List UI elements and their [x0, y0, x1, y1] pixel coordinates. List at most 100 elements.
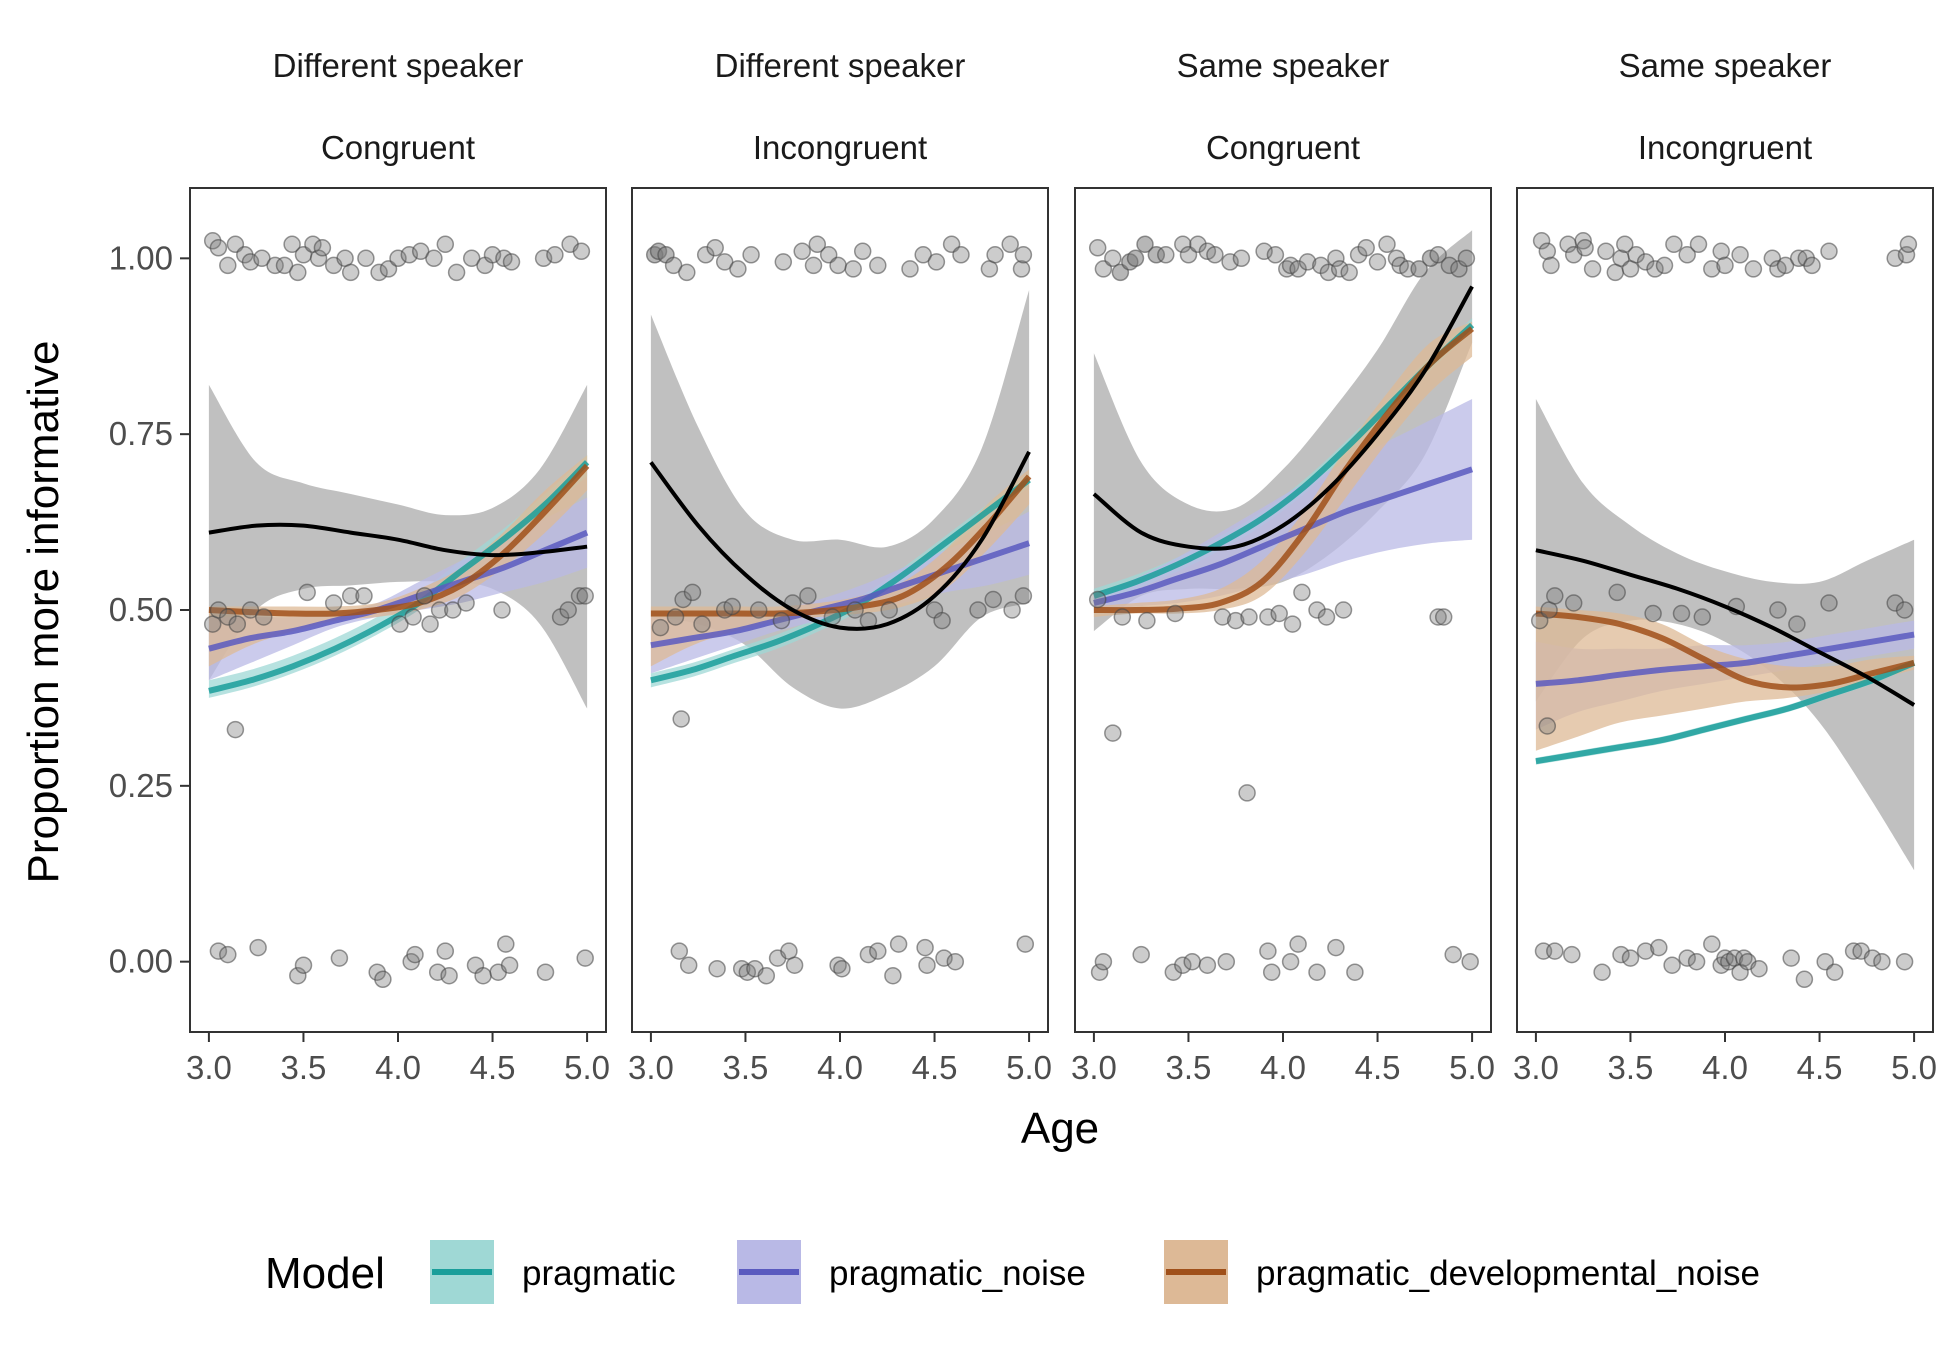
- data-point: [425, 249, 443, 268]
- data-point: [1189, 235, 1207, 254]
- data-point: [228, 615, 247, 633]
- data-point: [1164, 963, 1183, 981]
- legend-label-pragmatic-developmental-noise: pragmatic_developmental_noise: [1256, 1254, 1760, 1293]
- data-point: [1174, 956, 1192, 974]
- data-point: [969, 601, 987, 619]
- data-point: [209, 239, 228, 257]
- x-tick-label: 3.0: [1513, 1049, 1559, 1086]
- data-point: [952, 246, 970, 264]
- data-point: [1538, 717, 1557, 735]
- data-point: [1138, 611, 1156, 630]
- data-point: [1583, 260, 1602, 278]
- data-point: [1094, 952, 1113, 971]
- data-point: [266, 256, 284, 275]
- data-point: [651, 618, 670, 637]
- empirical-fit-line: [1535, 548, 1916, 707]
- data-point: [1574, 232, 1592, 250]
- data-point: [415, 587, 434, 605]
- y-tick-label: 0.00: [109, 943, 173, 980]
- data-point: [1763, 249, 1782, 268]
- data-point: [370, 263, 388, 282]
- legend-label-pragmatic: pragmatic: [522, 1254, 676, 1293]
- data-point: [1088, 239, 1107, 257]
- data-point: [1744, 260, 1763, 278]
- facet-panel-4: Same speaker Incongruent 3.0 3.5 4.0 4.5 5.0: [1513, 47, 1937, 1086]
- data-point: [833, 959, 851, 978]
- facet-strip-bottom-label: Congruent: [321, 129, 475, 166]
- data-point: [869, 256, 887, 275]
- data-point: [209, 942, 228, 960]
- data-point: [1776, 256, 1795, 275]
- legend-item-pragmatic: pragmatic: [430, 1240, 676, 1304]
- data-point: [294, 956, 313, 974]
- data-point: [693, 615, 711, 633]
- model-ribbon-pragmatic-noise: [208, 497, 588, 681]
- x-tick-label: 4.5: [1797, 1049, 1843, 1086]
- data-point: [1795, 970, 1814, 989]
- x-tick-label: 3.0: [186, 1049, 232, 1086]
- data-point: [984, 590, 1002, 609]
- data-point: [986, 246, 1004, 264]
- data-point: [1689, 235, 1708, 254]
- data-point: [1461, 952, 1479, 971]
- data-point: [1650, 938, 1668, 957]
- empirical-confidence-ribbon: [1093, 230, 1473, 632]
- data-point: [1457, 249, 1476, 268]
- data-point: [785, 956, 804, 974]
- data-point: [1886, 594, 1904, 612]
- data-point: [493, 601, 511, 619]
- y-tick-label: 0.50: [109, 591, 173, 628]
- data-point: [1259, 942, 1277, 960]
- empirical-confidence-ribbon: [1535, 399, 1915, 871]
- data-point: [880, 601, 898, 619]
- data-point: [283, 235, 301, 254]
- data-point: [1782, 949, 1800, 967]
- x-tick-label: 3.5: [723, 1049, 769, 1086]
- data-point: [1429, 608, 1447, 626]
- model-line-pragmatic-noise: [1535, 631, 1915, 687]
- data-point: [666, 608, 685, 626]
- data-point: [1012, 260, 1031, 278]
- facet-strip-top-label: Different speaker: [715, 47, 966, 84]
- data-point: [1016, 935, 1035, 953]
- data-point: [946, 952, 965, 971]
- data-point: [1703, 260, 1721, 278]
- data-point: [1334, 601, 1353, 619]
- data-point: [1769, 601, 1787, 619]
- data-point: [1616, 235, 1634, 254]
- data-point: [1327, 938, 1345, 957]
- data-point: [572, 242, 591, 261]
- facet-panels: Different speaker Congruent 3.0 3.5 4.0 4.5 5.…: [109, 47, 1937, 1086]
- data-point: [916, 938, 934, 957]
- data-point: [674, 590, 692, 609]
- data-point: [1434, 608, 1453, 626]
- data-point: [474, 966, 492, 985]
- data-point: [253, 249, 271, 268]
- model-line-pragmatic-developmental-noise: [650, 474, 1032, 617]
- model-ribbon-pragmatic-noise: [650, 511, 1030, 674]
- data-point: [226, 720, 245, 739]
- data-point: [1283, 615, 1302, 633]
- data-point: [324, 594, 343, 612]
- data-point: [1546, 942, 1564, 960]
- data-point: [918, 956, 936, 974]
- empirical-confidence-ribbon: [208, 384, 588, 709]
- data-point: [1563, 945, 1581, 964]
- y-tick-label: 1.00: [109, 239, 173, 276]
- empirical-fit-line: [649, 450, 1031, 631]
- x-axis-title: Age: [1021, 1104, 1099, 1153]
- data-point: [1340, 263, 1358, 282]
- data-point: [1672, 604, 1691, 623]
- data-point: [1576, 239, 1594, 257]
- data-point: [1378, 235, 1396, 254]
- legend-label-pragmatic-noise: pragmatic_noise: [829, 1254, 1086, 1293]
- data-point: [869, 942, 887, 960]
- data-point: [1788, 615, 1806, 633]
- y-tick-label: 0.75: [109, 415, 173, 452]
- data-point: [1410, 260, 1428, 278]
- data-point: [1126, 249, 1145, 268]
- data-point: [914, 246, 932, 264]
- data-point: [696, 246, 715, 264]
- model-line-pragmatic-developmental-noise: [1535, 610, 1915, 691]
- data-point: [846, 601, 864, 619]
